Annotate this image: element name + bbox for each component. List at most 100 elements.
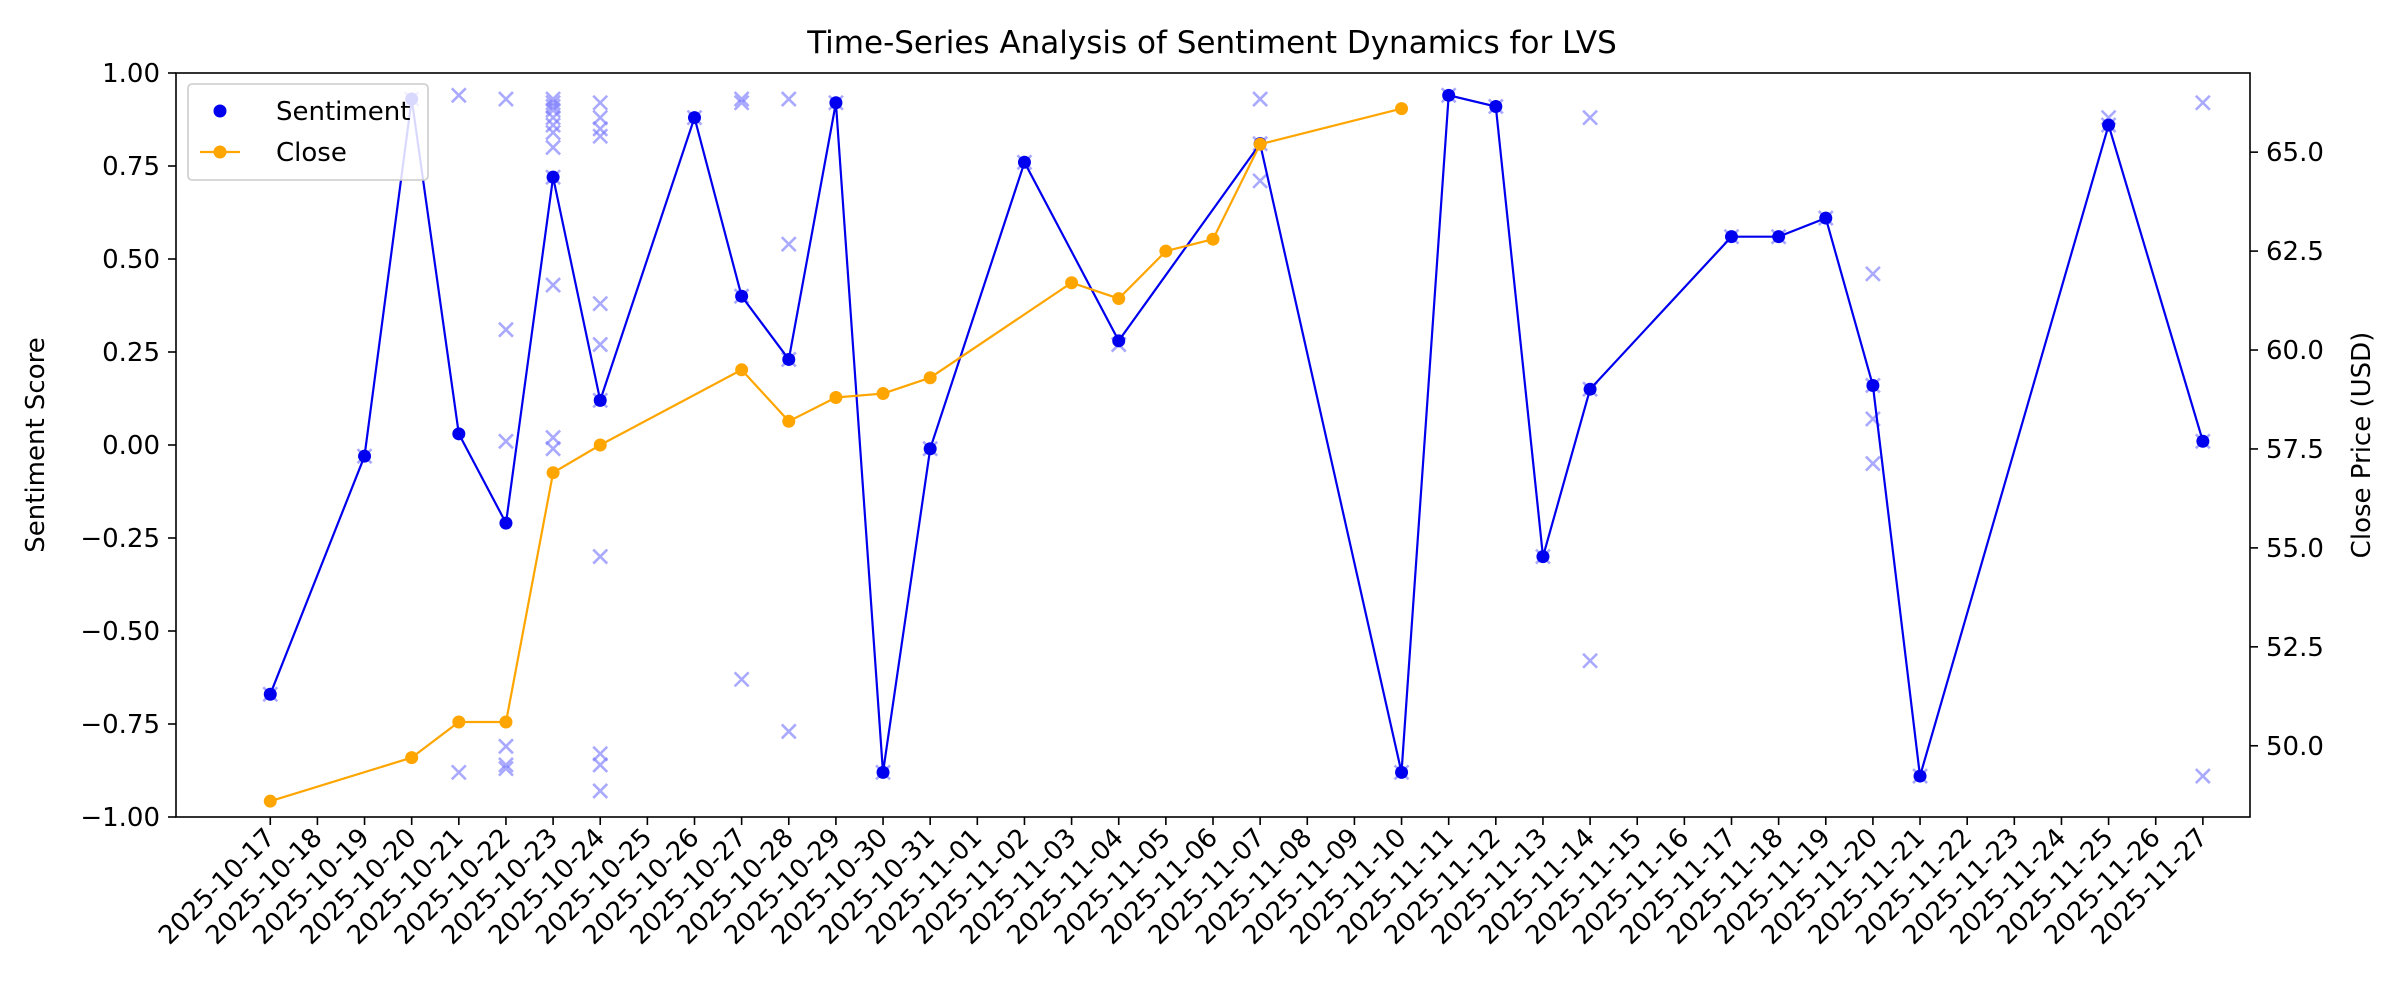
- article-score-marker: [592, 94, 609, 111]
- article-score-marker: [1864, 265, 1881, 282]
- article-score-marker: [592, 120, 609, 137]
- article-score-marker: [780, 91, 797, 107]
- y2-tick-label: 57.5: [2266, 435, 2324, 465]
- sentiment-point: [263, 687, 277, 701]
- sentiment-point: [1819, 211, 1833, 225]
- sentiment-point: [2196, 434, 2210, 448]
- sentiment-point: [499, 516, 513, 530]
- close-point: [499, 715, 513, 729]
- sentiment-point: [1112, 334, 1126, 348]
- article-score-marker: [545, 94, 562, 111]
- article-score-marker: [733, 91, 750, 107]
- sentiment-point: [358, 449, 372, 463]
- sentiment-point: [1772, 230, 1786, 244]
- article-score-marker: [545, 124, 562, 141]
- y-tick-label: −0.50: [80, 617, 160, 647]
- article-score-marker: [498, 433, 514, 450]
- sentiment-point: [1017, 155, 1031, 169]
- legend-label: Close: [276, 138, 347, 168]
- sentiment-point: [1442, 88, 1456, 102]
- article-score-marker: [1252, 91, 1269, 107]
- legend-box: [187, 83, 429, 181]
- legend: Sentiment Close: [187, 83, 429, 181]
- close-point: [1112, 292, 1126, 306]
- y2-tick-label: 65.0: [2266, 138, 2324, 168]
- legend-label: Sentiment: [276, 97, 410, 127]
- close-point: [829, 391, 843, 405]
- article-score-marker: [1582, 109, 1599, 126]
- article-score-marker: [733, 94, 750, 111]
- close-point: [876, 387, 890, 401]
- close-point: [1206, 232, 1220, 246]
- y-tick-label: −0.25: [80, 524, 160, 554]
- sentiment-point: [923, 442, 937, 456]
- sentiment-point: [688, 111, 701, 125]
- sentiment-point: [1725, 230, 1738, 244]
- sentiment-point: [2102, 118, 2116, 132]
- close-point: [593, 438, 607, 452]
- y2-tick-label: 62.5: [2266, 237, 2324, 267]
- article-score-marker: [592, 336, 609, 353]
- article-score-marker: [592, 783, 609, 799]
- close-point: [923, 371, 937, 385]
- article-score-marker: [498, 738, 514, 755]
- close-point: [1065, 276, 1079, 290]
- y-tick-label: 0.25: [102, 338, 160, 368]
- sentiment-point: [593, 393, 607, 407]
- left-axis: 1.00 0.75 0.50 0.25 0.00 −0.25 −0.50 −0.75 −1.00: [80, 59, 176, 833]
- article-score-marker: [545, 440, 562, 457]
- close-point: [263, 794, 277, 808]
- article-score-marker: [592, 548, 609, 565]
- article-score-marker: [780, 236, 797, 253]
- close-point: [1253, 137, 1267, 151]
- y2-tick-label: 60.0: [2266, 336, 2324, 366]
- y2-tick-label: 52.5: [2266, 633, 2324, 663]
- article-score-marker: [545, 139, 562, 156]
- article-score-marker: [1582, 652, 1599, 669]
- article-score-marker: [545, 277, 562, 293]
- article-score-marker: [498, 760, 514, 777]
- article-score-marker: [780, 723, 797, 740]
- article-score-marker: [450, 764, 467, 781]
- right-axis: 50.0 52.5 55.0 57.5 60.0 62.5 65.0: [2250, 138, 2324, 762]
- y-tick-label: 0.00: [102, 431, 160, 461]
- article-score-marker: [545, 117, 562, 133]
- chart-title: Time-Series Analysis of Sentiment Dynami…: [806, 25, 1617, 61]
- sentiment-point: [876, 765, 890, 779]
- sentiment-point: [829, 96, 843, 110]
- legend-marker: [213, 145, 227, 159]
- article-score-marker: [1252, 172, 1269, 189]
- article-score-marker: [733, 671, 750, 688]
- close-point: [452, 715, 466, 729]
- sentiment-point: [1913, 769, 1927, 783]
- sentiment-point: [782, 352, 796, 366]
- plot-frame: [175, 72, 2251, 818]
- sentiment-point: [546, 170, 560, 184]
- y2-tick-label: 55.0: [2266, 534, 2324, 564]
- y2-axis-label: Close Price (USD): [2347, 332, 2377, 559]
- article-score-marker: [2194, 94, 2211, 111]
- article-score-marker: [545, 109, 562, 126]
- sentiment-point: [452, 427, 466, 441]
- sentiment-point: [1489, 99, 1503, 113]
- plot-area: [175, 72, 2251, 818]
- sentiment-point: [1583, 382, 1597, 396]
- article-score-marker: [592, 757, 609, 773]
- y2-tick-label: 50.0: [2266, 732, 2324, 762]
- article-score-marker: [545, 102, 562, 119]
- y-tick-label: 0.75: [102, 152, 160, 182]
- close-point: [405, 751, 419, 765]
- y-tick-label: −1.00: [80, 803, 160, 833]
- article-score-marker: [1864, 455, 1881, 472]
- close-point: [1159, 244, 1173, 258]
- article-score-marker: [592, 295, 609, 312]
- sentiment-line: [269, 93, 2204, 777]
- y-tick-label: 1.00: [102, 59, 160, 89]
- close-point: [782, 414, 796, 428]
- close-line: [269, 107, 1402, 803]
- legend-marker: [213, 104, 227, 118]
- sentiment-point: [1395, 765, 1409, 779]
- y-axis-label: Sentiment Score: [21, 337, 51, 552]
- sentiment-point: [1536, 550, 1550, 564]
